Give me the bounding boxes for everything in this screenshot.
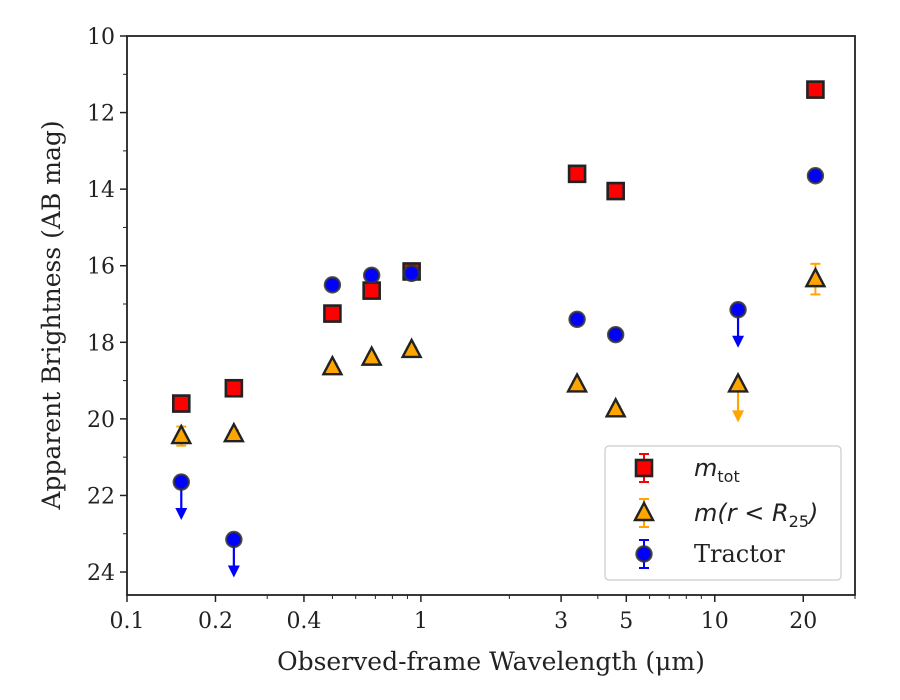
marker-square xyxy=(806,80,825,99)
limit-arrow-head xyxy=(732,335,745,348)
limit-arrow-head xyxy=(175,508,188,521)
data-point xyxy=(568,310,586,329)
data-point xyxy=(362,281,381,300)
marker-triangle xyxy=(604,396,627,418)
marker-circle xyxy=(172,473,190,491)
x-tick-label: 3 xyxy=(554,609,568,634)
x-tick-label: 0.1 xyxy=(110,609,145,634)
legend-label: mtot xyxy=(694,454,740,486)
y-tick-label: 14 xyxy=(87,178,115,203)
marker-triangle xyxy=(360,345,383,366)
limit-arrow-head xyxy=(732,410,745,423)
data-point xyxy=(567,164,587,184)
data-point xyxy=(172,473,190,521)
data-point xyxy=(604,396,627,418)
series-circle xyxy=(172,167,825,578)
data-point xyxy=(321,354,344,376)
marker-triangle xyxy=(400,337,423,359)
x-tick-label: 0.4 xyxy=(286,609,321,634)
marker-triangle xyxy=(804,266,827,288)
data-point xyxy=(323,304,342,323)
data-point xyxy=(804,262,827,296)
marker-triangle xyxy=(321,354,344,376)
legend-label-tail: ) xyxy=(807,499,818,527)
x-tick-label: 1 xyxy=(414,609,428,634)
legend-label-main: m(r < R xyxy=(694,499,789,527)
marker-circle xyxy=(362,266,381,284)
marker-square xyxy=(634,458,654,478)
data-point xyxy=(806,80,825,99)
limit-arrow-head xyxy=(227,565,240,578)
x-tick-label: 5 xyxy=(619,609,633,634)
data-point xyxy=(729,301,747,348)
legend-label-main: Tractor xyxy=(694,540,785,568)
marker-circle xyxy=(806,167,825,185)
legend-entry: m(r < R25) xyxy=(633,498,818,531)
data-point xyxy=(727,371,750,423)
plot-frame xyxy=(126,35,856,596)
x-axis-title: Observed-frame Wavelength (μm) xyxy=(277,647,705,676)
marker-circle xyxy=(323,276,342,294)
y-tick-label: 22 xyxy=(87,484,115,509)
axis-ticks: 0.1 0.2 0.4 1 3 5 10 20 10 12 14 16 18 20 22 24 xyxy=(87,25,856,634)
marker-triangle xyxy=(633,500,655,522)
legend: mtot m(r < R25) Tractor xyxy=(604,445,842,581)
legend-label: Tractor xyxy=(694,540,785,568)
marker-triangle xyxy=(566,371,589,393)
marker-square xyxy=(171,394,191,413)
marker-circle xyxy=(225,530,243,549)
y-tick-label: 16 xyxy=(87,255,115,280)
legend-label-main: m xyxy=(694,454,717,482)
marker-circle xyxy=(606,325,625,344)
marker-square xyxy=(362,281,381,300)
data-point xyxy=(606,181,625,201)
marker-square xyxy=(567,164,587,184)
legend-entry: mtot xyxy=(634,453,740,486)
y-tick-label: 24 xyxy=(87,561,115,586)
marker-circle xyxy=(729,301,747,319)
marker-circle xyxy=(568,310,586,329)
data-point xyxy=(171,394,191,413)
x-tick-label: 0.2 xyxy=(198,609,233,634)
legend-label-subscript: 25 xyxy=(789,512,809,531)
data-point xyxy=(566,371,589,393)
data-point xyxy=(323,276,342,294)
data-point xyxy=(170,423,193,447)
marker-triangle xyxy=(222,421,245,443)
data-marks xyxy=(170,80,827,578)
data-point xyxy=(225,530,243,578)
data-point xyxy=(360,345,383,366)
y-tick-label: 18 xyxy=(87,331,115,356)
y-tick-label: 20 xyxy=(87,408,115,433)
y-axis-title: Apparent Brightness (AB mag) xyxy=(37,120,66,510)
marker-circle xyxy=(402,264,421,283)
data-point xyxy=(362,266,381,284)
data-point xyxy=(806,167,825,185)
y-tick-label: 10 xyxy=(87,25,115,50)
legend-label: m(r < R25) xyxy=(694,499,818,531)
marker-square xyxy=(224,378,244,398)
data-point xyxy=(400,337,423,359)
marker-square xyxy=(606,181,625,201)
y-tick-label: 12 xyxy=(87,102,115,127)
data-point xyxy=(606,325,625,344)
data-point xyxy=(224,378,244,398)
x-tick-label: 20 xyxy=(789,609,817,634)
legend-label-subscript: tot xyxy=(717,467,739,486)
legend-box xyxy=(604,445,842,581)
marker-triangle xyxy=(170,423,193,445)
legend-entry: Tractor xyxy=(635,539,785,569)
series-square xyxy=(171,80,825,413)
series-triangle xyxy=(170,262,827,447)
marker-square xyxy=(323,304,342,323)
x-tick-label: 10 xyxy=(701,609,729,634)
marker-circle xyxy=(635,545,653,563)
data-point xyxy=(222,421,245,443)
marker-triangle xyxy=(727,371,750,393)
data-point xyxy=(402,264,421,283)
